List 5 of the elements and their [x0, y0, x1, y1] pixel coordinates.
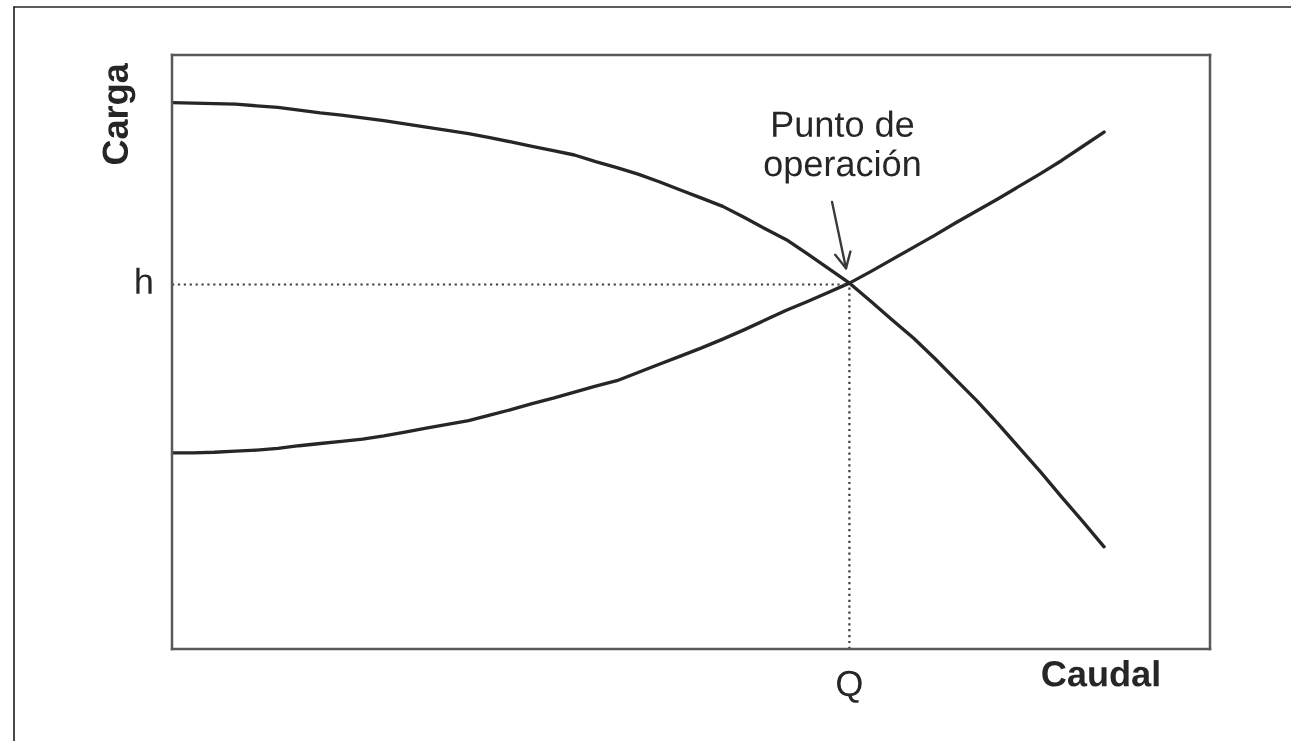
annotation: Punto de operación [764, 110, 920, 184]
text: Q [837, 670, 862, 703]
x-axis-title: Caudal [1042, 660, 1159, 687]
ref-line-label: h [136, 267, 152, 294]
y-axis-title: Carga [102, 62, 136, 165]
